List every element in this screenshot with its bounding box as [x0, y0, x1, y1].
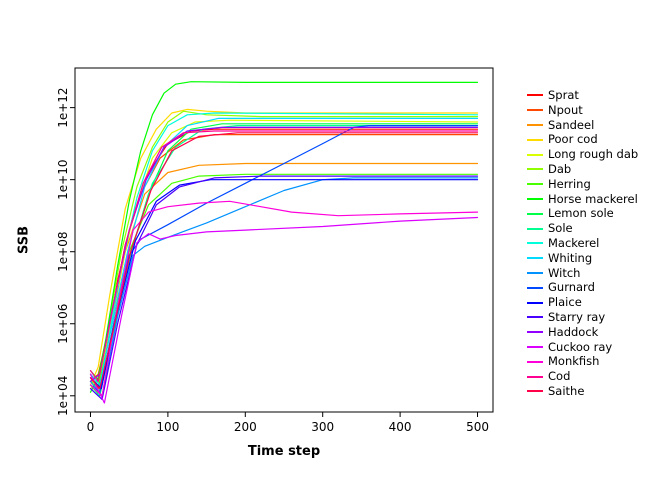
legend-item: Sole	[527, 221, 638, 236]
legend-line-swatch	[527, 212, 543, 215]
legend-line-swatch	[527, 183, 543, 186]
legend-item: Horse mackerel	[527, 192, 638, 207]
legend-label: Plaice	[548, 295, 582, 310]
series-line-starry-ray	[89, 175, 479, 400]
legend-line-swatch	[527, 271, 543, 274]
x-tick-label: 300	[311, 420, 334, 434]
legend-line-swatch	[527, 301, 543, 304]
legend-line-swatch	[527, 227, 543, 230]
legend-item: Npout	[527, 103, 638, 118]
legend-item: Cod	[527, 369, 638, 384]
legend-item: Plaice	[527, 295, 638, 310]
series-line-horse-mackerel	[89, 81, 479, 393]
legend-line-swatch	[527, 138, 543, 141]
legend-line-swatch	[527, 316, 543, 319]
legend-label: Npout	[548, 102, 583, 117]
legend-item: Saithe	[527, 384, 638, 399]
legend-item: Monkfish	[527, 354, 638, 369]
x-tick-label: 400	[389, 420, 412, 434]
legend-item: Gurnard	[527, 280, 638, 295]
legend-line-swatch	[527, 360, 543, 363]
legend-item: Long rough dab	[527, 147, 638, 162]
series-line-monkfish	[89, 200, 479, 397]
legend-label: Starry ray	[548, 309, 606, 324]
x-tick-label: 200	[234, 420, 257, 434]
series-line-gurnard	[89, 124, 479, 393]
legend-line-swatch	[527, 257, 543, 260]
x-tick-label: 100	[156, 420, 179, 434]
series-line-lemon-sole	[89, 123, 479, 397]
y-tick-label: 1e+10	[56, 159, 70, 199]
legend-label: Long rough dab	[548, 147, 639, 162]
legend-line-swatch	[527, 286, 543, 289]
legend-label: Lemon sole	[548, 206, 614, 221]
series-line-cod	[89, 130, 479, 382]
legend-item: Cuckoo ray	[527, 340, 638, 355]
legend-item: Dab	[527, 162, 638, 177]
legend-line-swatch	[527, 123, 543, 126]
legend-item: Lemon sole	[527, 206, 638, 221]
legend-line-swatch	[527, 331, 543, 334]
legend-label: Whiting	[548, 250, 593, 265]
legend-item: Starry ray	[527, 310, 638, 325]
legend-item: Poor cod	[527, 132, 638, 147]
legend-item: Sandeel	[527, 118, 638, 133]
series-line-dab	[89, 110, 479, 386]
legend-item: Sprat	[527, 88, 638, 103]
legend-label: Cod	[548, 369, 571, 384]
legend-label: Horse mackerel	[548, 191, 638, 206]
legend-item: Mackerel	[527, 236, 638, 251]
legend-label: Herring	[548, 176, 591, 191]
legend-line-swatch	[527, 242, 543, 245]
legend-line-swatch	[527, 345, 543, 348]
legend-line-swatch	[527, 197, 543, 200]
legend-label: Saithe	[548, 383, 585, 398]
legend-label: Poor cod	[548, 132, 598, 147]
legend-label: Cuckoo ray	[548, 339, 613, 354]
series-line-saithe	[89, 132, 479, 390]
legend-item: Herring	[527, 177, 638, 192]
y-axis-title: SSB	[16, 225, 32, 255]
legend-line-swatch	[527, 375, 543, 378]
legend-line-swatch	[527, 153, 543, 156]
y-tick-label: 1e+08	[56, 232, 70, 272]
legend-item: Whiting	[527, 251, 638, 266]
x-axis-title: Time step	[247, 444, 321, 459]
x-tick-label: 0	[87, 420, 95, 434]
legend-label: Sandeel	[548, 117, 595, 132]
legend-label: Sole	[548, 221, 573, 236]
legend-label: Sprat	[548, 88, 579, 102]
legend: Sprat Npout Sandeel Poor cod Long rough dab D…	[527, 88, 638, 399]
legend-label: Monkfish	[548, 354, 600, 369]
series-line-cuckoo-ray	[89, 216, 479, 404]
plot-box	[74, 67, 494, 413]
series-line-whiting	[89, 117, 479, 386]
series-line-long-rough-dab	[89, 119, 479, 390]
series-line-poor-cod	[89, 108, 479, 386]
y-tick-label: 1e+04	[56, 376, 70, 416]
legend-line-swatch	[527, 168, 543, 171]
legend-label: Dab	[548, 161, 572, 176]
legend-line-swatch	[527, 390, 543, 393]
series-line-sole	[89, 124, 479, 390]
legend-line-swatch	[527, 109, 543, 112]
y-tick-label: 1e+06	[56, 304, 70, 344]
legend-item: Witch	[527, 266, 638, 281]
legend-label: Gurnard	[548, 280, 595, 295]
series-line-haddock	[89, 126, 479, 382]
legend-line-swatch	[527, 94, 543, 97]
series-line-herring	[89, 173, 479, 382]
legend-label: Haddock	[548, 324, 599, 339]
legend-label: Witch	[548, 265, 581, 280]
series-line-plaice	[89, 179, 479, 390]
legend-item: Haddock	[527, 325, 638, 340]
legend-label: Mackerel	[548, 235, 600, 250]
x-tick-label: 500	[466, 420, 489, 434]
y-tick-label: 1e+12	[56, 87, 70, 127]
